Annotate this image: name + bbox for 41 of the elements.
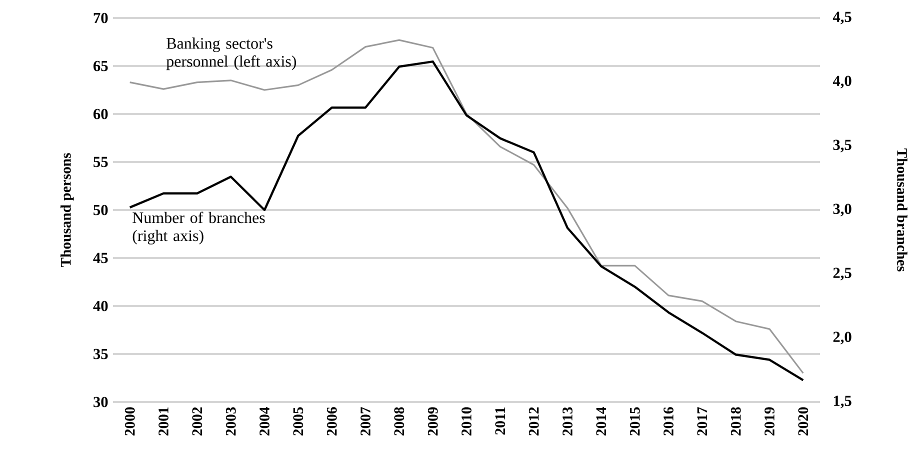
- x-tick-label: 2016: [664, 407, 674, 436]
- y-tick-label: 45: [93, 252, 108, 264]
- y-tick-label: 55: [94, 156, 108, 168]
- series-label: Number of branches (right axis): [132, 212, 265, 244]
- x-tick-label: 2020: [798, 407, 808, 436]
- x-tick-label: 2005: [293, 407, 304, 436]
- x-tick-label: 2018: [730, 407, 741, 436]
- x-tick-label: 2002: [192, 407, 202, 436]
- y-tick-label: 70: [94, 12, 108, 24]
- y-tick-label: 60: [93, 108, 108, 120]
- x-tick-label: 2006: [326, 407, 337, 436]
- y2-tick-label: 1,5: [834, 396, 852, 408]
- x-tick-label: 2014: [596, 406, 606, 436]
- y2-tick-label: 3,5: [833, 140, 852, 152]
- x-tick-label: 2007: [360, 407, 370, 436]
- x-tick-label: 2012: [528, 407, 539, 436]
- x-tick-label: 2003: [226, 407, 236, 436]
- y2-tick-label: 2,5: [833, 268, 852, 280]
- y2-tick-label: 4,5: [832, 12, 852, 24]
- y-tick-label: 35: [94, 348, 108, 360]
- x-tick-label: 2019: [764, 407, 774, 436]
- x-tick-label: 2011: [495, 407, 506, 435]
- x-tick-label: 2000: [124, 407, 135, 436]
- y-tick-label: 50: [94, 204, 108, 216]
- x-tick-label: 2008: [394, 407, 404, 436]
- x-tick-label: 2001: [158, 407, 168, 436]
- series-label: Banking sector's personnel (left axis): [166, 38, 296, 70]
- y2-tick-label: 2,0: [833, 332, 852, 344]
- x-tick-label: 2013: [562, 407, 572, 436]
- x-tick-label: 2017: [697, 407, 708, 436]
- y-tick-label: 65: [93, 60, 108, 72]
- y2-tick-label: 4,0: [832, 76, 852, 88]
- y2-tick-label: 3,0: [833, 204, 852, 216]
- x-tick-label: 2015: [630, 407, 640, 436]
- x-tick-label: 2009: [428, 407, 438, 436]
- x-tick-label: 2004: [260, 406, 270, 436]
- y-tick-label: 40: [93, 300, 108, 312]
- y-axis-title: Thousand persons: [60, 153, 74, 268]
- y-tick-label: 30: [94, 396, 108, 408]
- y2-axis-title: Thousand branches: [897, 148, 908, 272]
- x-tick-label: 2010: [462, 407, 472, 436]
